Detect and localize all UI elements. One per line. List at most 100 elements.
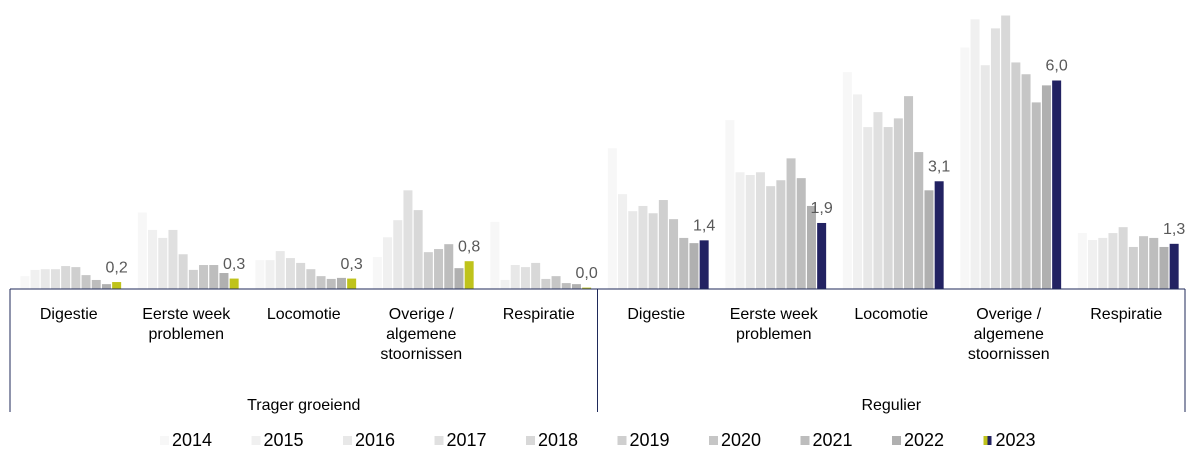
data-label: 0,8 — [458, 238, 480, 255]
bar — [735, 172, 745, 289]
legend-label: 2020 — [721, 430, 761, 450]
x-tick-label: Respiratie — [1090, 306, 1163, 323]
bar — [20, 276, 30, 289]
legend-label: 2018 — [538, 430, 578, 450]
bar — [188, 269, 198, 289]
bar — [158, 237, 168, 289]
bar — [464, 261, 474, 289]
bar — [265, 260, 275, 289]
legend-swatch — [160, 436, 169, 445]
bar — [112, 282, 122, 289]
x-tick-label: Respiratie — [502, 306, 575, 323]
bar — [990, 28, 1000, 289]
bar — [863, 127, 873, 289]
legend-swatch — [526, 436, 535, 445]
x-tick-label: Overige / algemene stoornissen — [380, 306, 463, 363]
bar — [893, 118, 903, 289]
bar — [326, 278, 336, 289]
legend-swatch — [983, 436, 988, 445]
bar — [306, 269, 316, 289]
bar — [806, 205, 816, 289]
bar — [444, 244, 454, 289]
legend-swatch — [617, 436, 627, 445]
legend-label: 2015 — [264, 430, 304, 450]
bar — [148, 229, 158, 289]
bar — [30, 269, 40, 289]
data-label: 3,1 — [928, 158, 950, 175]
bar — [1139, 236, 1149, 289]
bar — [434, 249, 444, 289]
bar — [1021, 74, 1031, 290]
bar — [1159, 246, 1169, 289]
bar — [1031, 102, 1041, 289]
bar — [934, 181, 944, 289]
x-tick-label: Locomotie — [854, 306, 929, 323]
x-tick-label: Digestie — [627, 306, 686, 323]
legend-swatch — [251, 436, 261, 445]
bar — [1011, 62, 1021, 290]
bar — [1169, 243, 1179, 289]
bar — [285, 258, 295, 289]
bar — [541, 278, 551, 289]
bar — [551, 276, 561, 289]
legend-swatch — [709, 436, 718, 445]
bar — [582, 287, 592, 289]
bar — [275, 251, 285, 289]
bar — [383, 237, 393, 289]
bar — [1128, 246, 1138, 289]
bar — [40, 269, 50, 289]
bar — [904, 96, 914, 289]
data-label: 0,0 — [576, 265, 598, 282]
bar — [50, 269, 60, 289]
x-tick-label: Eerste week problemen — [142, 306, 231, 343]
bar — [510, 265, 520, 289]
bar — [776, 180, 786, 289]
data-label: 0,3 — [341, 256, 363, 273]
bar — [1052, 80, 1062, 289]
bar — [347, 278, 357, 289]
bar — [520, 267, 530, 289]
bar — [755, 172, 765, 289]
bar — [168, 229, 178, 289]
bar — [725, 120, 735, 290]
bar — [403, 190, 413, 289]
bar — [336, 277, 346, 289]
bar — [137, 212, 147, 289]
legend-label: 2014 — [172, 430, 212, 450]
bar — [91, 279, 101, 289]
data-label: 1,3 — [1163, 221, 1185, 238]
bar — [531, 262, 541, 289]
bar — [648, 213, 658, 289]
bar — [745, 175, 755, 289]
bar — [229, 278, 239, 289]
x-tick-label: Overige / algemene stoornissen — [967, 306, 1050, 363]
bar — [101, 284, 111, 289]
bar — [618, 194, 628, 289]
data-label: 0,2 — [106, 259, 128, 276]
data-label: 0,3 — [223, 256, 245, 273]
bar — [413, 210, 423, 289]
bar — [296, 262, 306, 289]
bar — [1001, 15, 1011, 290]
bar — [393, 220, 403, 289]
bar — [219, 273, 229, 289]
bar — [423, 252, 433, 289]
bar — [638, 205, 648, 289]
bar — [199, 265, 209, 289]
legend-label: 2022 — [904, 430, 944, 450]
bar — [842, 72, 852, 289]
bar — [669, 219, 679, 289]
bar — [490, 221, 500, 289]
bar — [817, 222, 827, 289]
legend-swatch — [434, 436, 444, 445]
x-tick-label: Digestie — [39, 306, 98, 323]
bar — [372, 257, 382, 289]
group-label: Regulier — [861, 397, 921, 414]
bar — [561, 283, 571, 289]
bar — [796, 178, 806, 289]
bar — [960, 47, 970, 289]
bar — [571, 284, 581, 289]
legend-label: 2023 — [996, 430, 1036, 450]
bar — [607, 148, 617, 289]
